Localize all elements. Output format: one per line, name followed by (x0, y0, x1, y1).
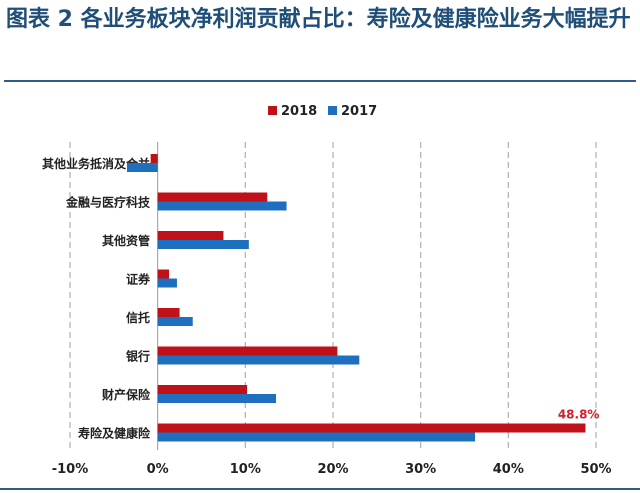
x-tick-label: -10% (52, 462, 89, 477)
x-tick-label: 30% (405, 462, 436, 477)
bar-2018 (157, 269, 170, 279)
category-label: 其他资管 (102, 233, 150, 248)
category-label: 财产保险 (101, 387, 151, 402)
category-label: 证券 (126, 272, 151, 287)
bar-2018 (157, 385, 248, 394)
x-tick-label: 40% (493, 462, 524, 477)
bar-2018 (150, 154, 158, 163)
category-label: 银行 (126, 349, 150, 364)
chart-title: 图表 2 各业务板块净利润贡献占比：寿险及健康险业务大幅提升 (6, 7, 631, 32)
title-underline (4, 80, 636, 82)
bar-2018 (157, 346, 338, 356)
bar-2017 (157, 317, 193, 326)
legend-label: 2017 (341, 104, 377, 119)
bar-2018 (157, 308, 180, 317)
legend-label: 2018 (281, 104, 317, 119)
category-label: 寿险及健康险 (78, 426, 151, 441)
x-tick-label: 0% (147, 462, 169, 477)
bar-2017 (157, 355, 360, 365)
bar-2017 (157, 394, 277, 403)
x-tick-label: 50% (580, 462, 611, 477)
bar-2017 (157, 432, 476, 442)
category-label: 信托 (126, 310, 150, 325)
data-label: 48.8% (558, 408, 600, 422)
bar-2017 (126, 163, 158, 172)
bar-2018 (157, 423, 586, 433)
category-label: 其他业务抵消及合并 (42, 156, 150, 171)
bar-2018 (157, 192, 268, 202)
bottom-border (0, 488, 640, 490)
x-tick-label: 20% (317, 462, 348, 477)
x-tick-label: 10% (230, 462, 261, 477)
bar-2017 (157, 201, 287, 211)
legend-swatch (328, 106, 337, 115)
legend-swatch (268, 106, 277, 115)
category-label: 金融与医疗科技 (65, 195, 151, 210)
bar-2017 (157, 240, 249, 249)
bar-2017 (157, 278, 177, 288)
bar-2018 (157, 231, 224, 240)
